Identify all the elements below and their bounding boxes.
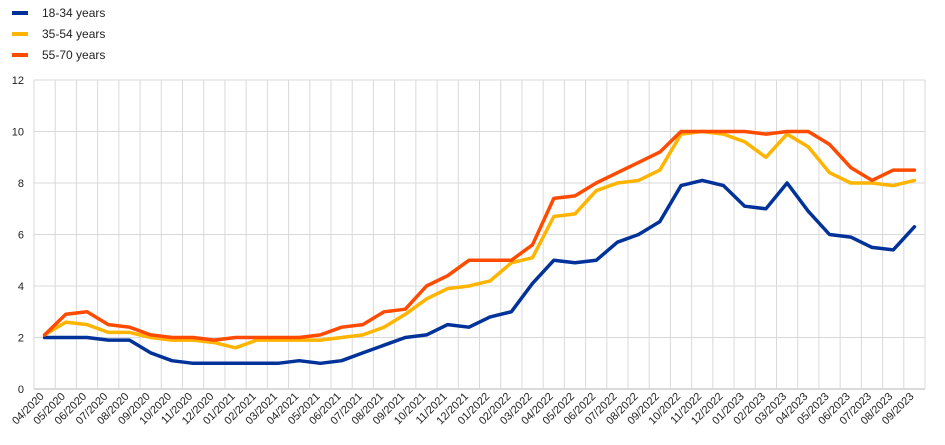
legend-item-18-34: 18-34 years (12, 2, 105, 23)
y-tick-label: 4 (18, 281, 24, 293)
legend-item-35-54: 35-54 years (12, 23, 105, 44)
series-line-35-54-years (42, 129, 917, 350)
legend-swatch-18-34 (12, 10, 28, 15)
legend: 18-34 years 35-54 years 55-70 years (12, 2, 105, 65)
y-tick-label: 6 (18, 230, 24, 242)
y-tick-label: 8 (18, 178, 24, 190)
legend-item-55-70: 55-70 years (12, 44, 105, 65)
y-tick-label: 0 (18, 384, 24, 396)
legend-swatch-55-70 (12, 52, 28, 57)
legend-label-18-34: 18-34 years (42, 5, 106, 20)
series-line-18-34-years (42, 178, 917, 366)
y-tick-label: 2 (18, 333, 24, 345)
y-tick-label: 12 (12, 75, 24, 87)
legend-label-35-54: 35-54 years (42, 26, 106, 41)
y-tick-label: 10 (12, 127, 24, 139)
legend-label-55-70: 55-70 years (42, 47, 106, 62)
series-line-55-70-years (42, 129, 917, 342)
legend-swatch-35-54 (12, 31, 28, 36)
